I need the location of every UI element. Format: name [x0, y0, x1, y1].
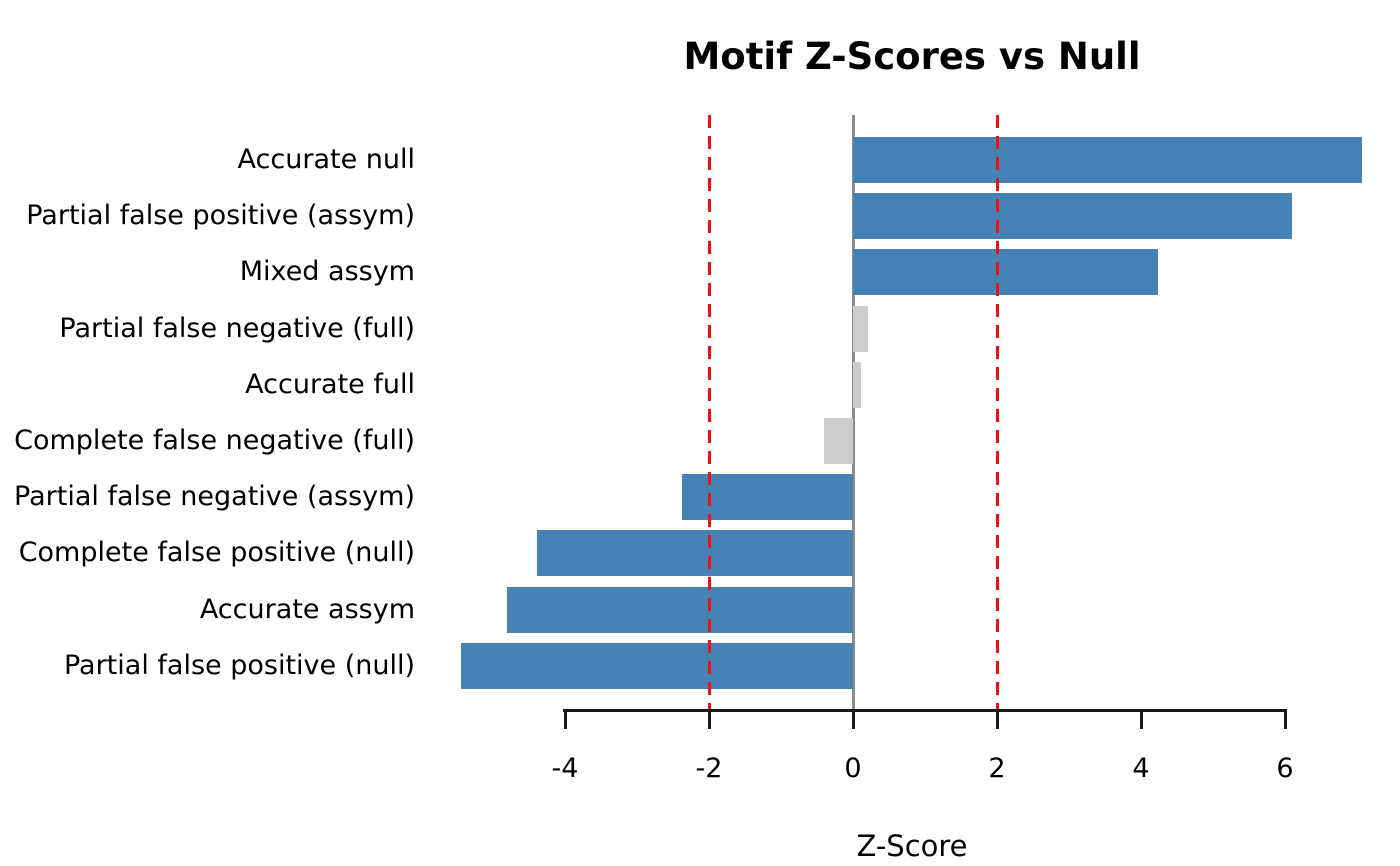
- y-tick-label: Accurate full: [245, 368, 415, 400]
- y-tick-label: Partial false negative (assym): [14, 481, 415, 513]
- chart-title: Motif Z-Scores vs Null: [683, 35, 1141, 78]
- bar: [506, 586, 853, 633]
- y-tick-label: Partial false negative (full): [59, 312, 415, 344]
- y-tick-label: Mixed assym: [239, 256, 415, 288]
- x-axis-title: Z-Score: [856, 829, 968, 863]
- x-tick-label: -4: [551, 753, 579, 784]
- bar: [824, 418, 853, 464]
- bar: [853, 249, 1159, 296]
- bar: [536, 530, 853, 577]
- bar: [853, 361, 861, 408]
- x-tick: [707, 709, 711, 729]
- zero-line: [851, 115, 855, 710]
- x-tick: [995, 709, 999, 729]
- x-tick-label: 2: [988, 753, 1006, 784]
- y-tick-label: Partial false positive (assym): [26, 200, 415, 232]
- threshold-line-pos: [995, 115, 999, 710]
- y-tick-label: Partial false positive (null): [63, 649, 415, 681]
- bar: [853, 305, 869, 352]
- threshold-line-neg: [707, 115, 711, 710]
- x-tick-label: -2: [695, 753, 723, 784]
- y-tick-label: Complete false positive (null): [18, 537, 415, 569]
- x-tick-label: 0: [844, 753, 862, 784]
- y-tick-label: Complete false negative (full): [14, 425, 415, 456]
- x-tick: [563, 709, 567, 729]
- x-tick: [1139, 709, 1143, 729]
- x-tick-label: 6: [1276, 753, 1294, 784]
- x-tick: [1283, 709, 1287, 729]
- y-tick-label: Accurate assym: [199, 593, 415, 625]
- bar: [461, 642, 853, 689]
- bar: [853, 193, 1293, 240]
- y-tick-label: Accurate null: [237, 144, 415, 175]
- x-tick: [851, 709, 855, 729]
- x-tick-label: 4: [1132, 753, 1150, 784]
- bar: [853, 137, 1363, 183]
- x-axis-line: [563, 709, 1287, 712]
